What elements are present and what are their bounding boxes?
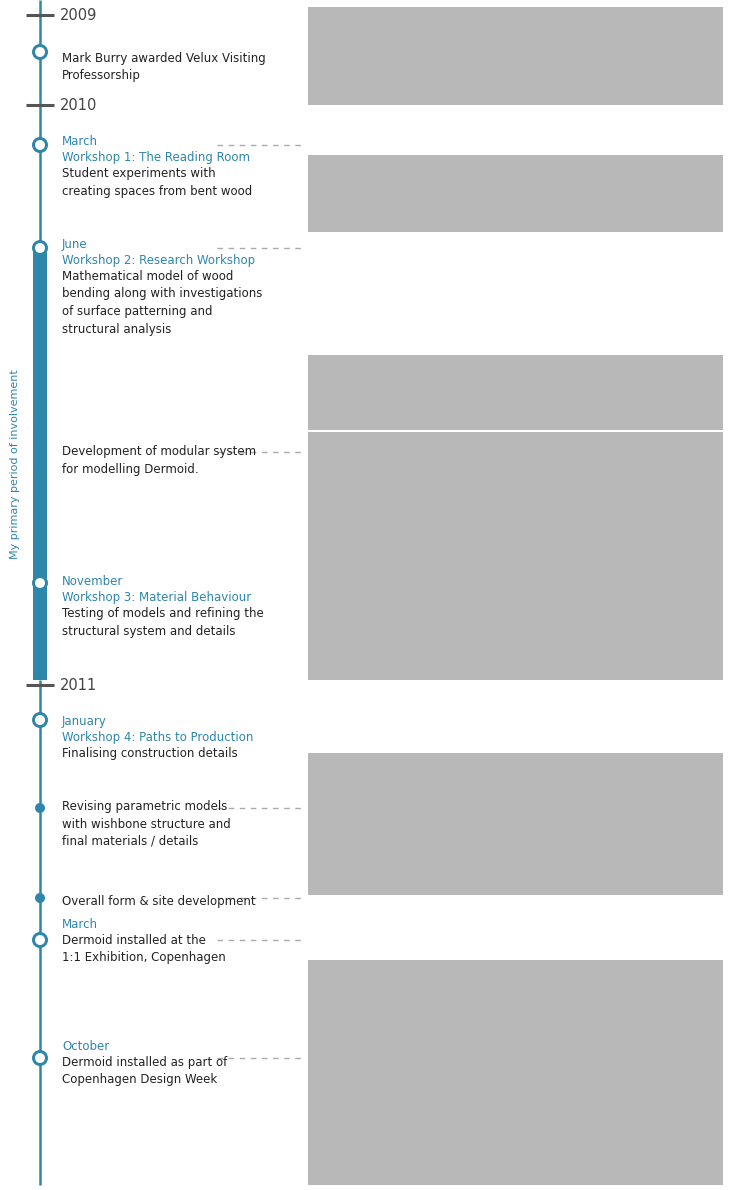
Text: Mark Burry awarded Velux Visiting
Professorship: Mark Burry awarded Velux Visiting Profes…	[62, 52, 266, 82]
Text: Student experiments with
creating spaces from bent wood: Student experiments with creating spaces…	[62, 167, 253, 198]
Text: March: March	[62, 917, 98, 931]
Text: Dermoid installed at the
1:1 Exhibition, Copenhagen: Dermoid installed at the 1:1 Exhibition,…	[62, 934, 226, 965]
Text: 2010: 2010	[60, 98, 97, 113]
Circle shape	[32, 1050, 48, 1066]
Bar	[33, 248, 47, 679]
Circle shape	[32, 44, 48, 60]
Circle shape	[35, 578, 45, 588]
Bar	[308, 155, 723, 232]
Text: Development of modular system
for modelling Dermoid.: Development of modular system for modell…	[62, 445, 256, 476]
Bar	[308, 960, 723, 1185]
Bar	[308, 7, 723, 105]
Text: Dermoid installed as part of
Copenhagen Design Week: Dermoid installed as part of Copenhagen …	[62, 1056, 227, 1086]
Text: Testing of models and refining the
structural system and details: Testing of models and refining the struc…	[62, 607, 264, 638]
Text: My primary period of involvement: My primary period of involvement	[10, 369, 20, 559]
Text: Workshop 3: Material Behaviour: Workshop 3: Material Behaviour	[62, 591, 251, 605]
Text: Mathematical model of wood
bending along with investigations
of surface patterni: Mathematical model of wood bending along…	[62, 270, 262, 336]
Circle shape	[35, 243, 45, 253]
Circle shape	[32, 932, 48, 948]
Text: Overall form & site development: Overall form & site development	[62, 895, 255, 908]
Circle shape	[32, 575, 48, 591]
Circle shape	[35, 715, 45, 725]
Bar	[308, 432, 723, 525]
Text: 2011: 2011	[60, 677, 97, 693]
Circle shape	[32, 137, 48, 154]
Text: June: June	[62, 238, 88, 251]
Bar	[308, 355, 723, 430]
Circle shape	[35, 803, 45, 813]
Text: Revising parametric models
with wishbone structure and
final materials / details: Revising parametric models with wishbone…	[62, 800, 231, 848]
Circle shape	[32, 712, 48, 728]
Text: Workshop 2: Research Workshop: Workshop 2: Research Workshop	[62, 253, 255, 267]
Text: October: October	[62, 1040, 110, 1053]
Text: Workshop 4: Paths to Production: Workshop 4: Paths to Production	[62, 731, 253, 744]
Circle shape	[32, 240, 48, 256]
Bar	[308, 511, 723, 679]
Circle shape	[35, 892, 45, 903]
Text: Finalising construction details: Finalising construction details	[62, 747, 238, 760]
Circle shape	[35, 46, 45, 57]
Text: March: March	[62, 134, 98, 148]
Circle shape	[35, 140, 45, 150]
Text: January: January	[62, 715, 107, 728]
Circle shape	[35, 935, 45, 945]
Circle shape	[35, 1053, 45, 1063]
Bar	[308, 753, 723, 895]
Text: Workshop 1: The Reading Room: Workshop 1: The Reading Room	[62, 151, 250, 164]
Text: 2009: 2009	[60, 7, 97, 23]
Text: November: November	[62, 575, 123, 588]
